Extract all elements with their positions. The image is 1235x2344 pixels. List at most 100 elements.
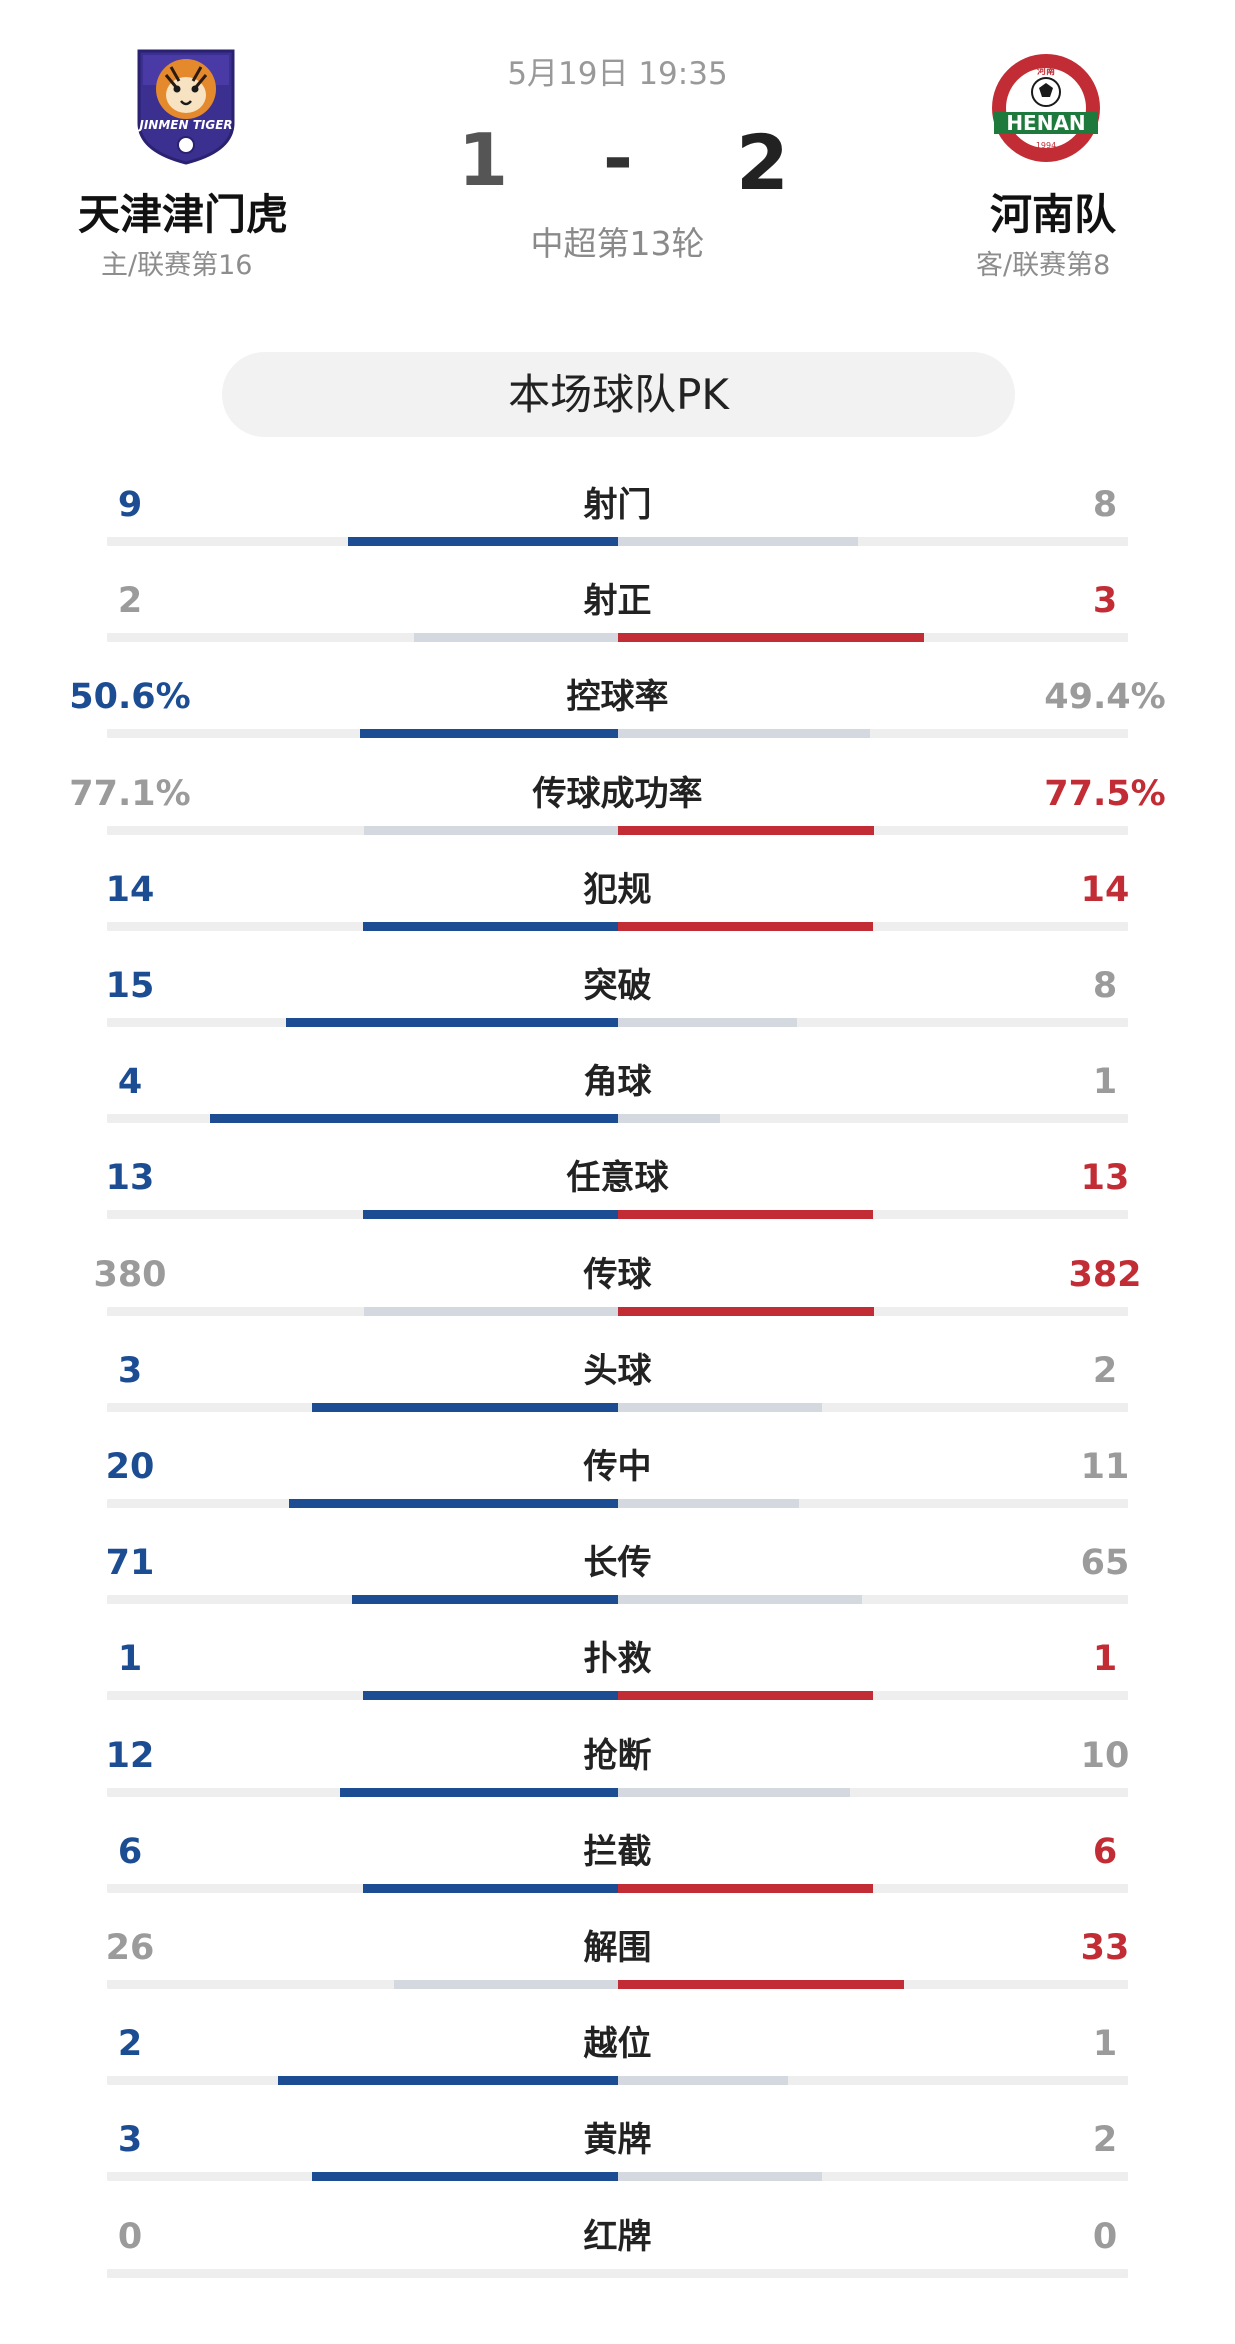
stat-row: 4 角球 1 <box>0 1060 1235 1156</box>
stat-label: 角球 <box>583 1062 652 1102</box>
stat-home-value: 20 <box>105 1447 155 1487</box>
stat-bar-home <box>364 826 618 835</box>
stat-away-value: 2 <box>1092 2120 1118 2160</box>
stat-label: 解围 <box>583 1928 652 1968</box>
stat-bar-home <box>394 1980 618 1989</box>
stat-home-value: 26 <box>105 1928 155 1968</box>
stat-bar-track <box>107 2076 1128 2085</box>
stat-bar-away <box>618 1403 822 1412</box>
stat-bar-away <box>618 1307 874 1316</box>
svg-text:JINMEN TIGER: JINMEN TIGER <box>137 118 232 132</box>
stat-bar-away <box>618 1788 850 1797</box>
stat-home-value: 77.1% <box>69 774 191 814</box>
stat-bar-away <box>618 2172 822 2181</box>
stat-away-value: 11 <box>1080 1447 1130 1487</box>
stat-home-value: 2 <box>117 2024 143 2064</box>
stat-label: 头球 <box>583 1351 652 1391</box>
score-separator: - <box>603 116 633 200</box>
home-score: 1 <box>458 118 509 202</box>
stat-bar-home <box>363 1691 618 1700</box>
stat-bar-track <box>107 1595 1128 1604</box>
stat-home-value: 14 <box>105 870 155 910</box>
stat-bar-track <box>107 1403 1128 1412</box>
match-date-time: 5月19日 19:35 <box>507 56 728 92</box>
stat-away-value: 6 <box>1092 1832 1118 1872</box>
stat-bar-home <box>340 1788 618 1797</box>
stat-home-value: 3 <box>117 1351 143 1391</box>
stat-bar-away <box>618 537 858 546</box>
stat-bar-track <box>107 537 1128 546</box>
stat-away-value: 0 <box>1092 2217 1118 2257</box>
stat-label: 黄牌 <box>583 2120 652 2160</box>
stat-bar-away <box>618 1884 873 1893</box>
stat-label: 拦截 <box>583 1832 652 1872</box>
stat-bar-home <box>363 1210 618 1219</box>
stat-row: 13 任意球 13 <box>0 1156 1235 1252</box>
stat-bar-track <box>107 1307 1128 1316</box>
stat-bar-track <box>107 1884 1128 1893</box>
stat-label: 传球成功率 <box>532 774 703 814</box>
stat-bar-away <box>618 1691 873 1700</box>
stat-bar-home <box>312 2172 618 2181</box>
stat-bar-home <box>363 1884 618 1893</box>
stat-home-value: 4 <box>117 1062 143 1102</box>
stat-bar-away <box>618 1114 720 1123</box>
stat-bar-track <box>107 1788 1128 1797</box>
stat-row: 12 抢断 10 <box>0 1734 1235 1830</box>
stat-bar-track <box>107 1499 1128 1508</box>
stat-away-value: 13 <box>1080 1158 1130 1198</box>
stat-row: 14 犯规 14 <box>0 868 1235 964</box>
stat-row: 2 越位 1 <box>0 2022 1235 2118</box>
away-team-standing: 客/联赛第8 <box>976 250 1111 281</box>
stat-bar-track <box>107 1114 1128 1123</box>
stat-bar-track <box>107 1980 1128 1989</box>
stat-row: 20 传中 11 <box>0 1445 1235 1541</box>
stat-bar-track <box>107 922 1128 931</box>
stat-away-value: 33 <box>1080 1928 1130 1968</box>
stat-label: 射正 <box>583 581 652 621</box>
stat-home-value: 50.6% <box>69 677 191 717</box>
stat-row: 2 射正 3 <box>0 579 1235 675</box>
svg-text:1994: 1994 <box>1036 141 1056 150</box>
stat-row: 77.1% 传球成功率 77.5% <box>0 772 1235 868</box>
home-team-standing: 主/联赛第16 <box>101 250 253 281</box>
stat-bar-away <box>618 633 924 642</box>
stat-home-value: 71 <box>105 1543 155 1583</box>
stat-row: 26 解围 33 <box>0 1926 1235 2022</box>
stat-home-value: 1 <box>117 1639 143 1679</box>
stat-row: 6 拦截 6 <box>0 1830 1235 1926</box>
stat-bar-track <box>107 826 1128 835</box>
stat-bar-home <box>364 1307 618 1316</box>
stat-home-value: 13 <box>105 1158 155 1198</box>
stat-bar-track <box>107 633 1128 642</box>
stat-bar-track <box>107 2269 1128 2278</box>
stat-label: 射门 <box>583 485 652 525</box>
stat-bar-home <box>414 633 618 642</box>
stat-away-value: 8 <box>1092 966 1118 1006</box>
stat-label: 突破 <box>583 966 652 1006</box>
stat-bar-home <box>289 1499 618 1508</box>
stat-label: 任意球 <box>566 1158 669 1198</box>
home-team-name: 天津津门虎 <box>78 190 289 239</box>
stat-label: 传中 <box>583 1447 652 1487</box>
stat-label: 长传 <box>583 1543 652 1583</box>
stat-bar-away <box>618 922 873 931</box>
stat-label: 传球 <box>583 1255 652 1295</box>
stat-row: 1 扑救 1 <box>0 1637 1235 1733</box>
stat-label: 扑救 <box>583 1639 652 1679</box>
stat-row: 15 突破 8 <box>0 964 1235 1060</box>
stat-home-value: 6 <box>117 1832 143 1872</box>
stat-label: 越位 <box>583 2024 652 2064</box>
stat-away-value: 77.5% <box>1044 774 1166 814</box>
match-round: 中超第13轮 <box>530 224 705 263</box>
stat-bar-away <box>618 1595 862 1604</box>
stat-away-value: 14 <box>1080 870 1130 910</box>
stat-row: 50.6% 控球率 49.4% <box>0 675 1235 771</box>
stat-row: 3 黄牌 2 <box>0 2118 1235 2214</box>
stat-away-value: 382 <box>1068 1255 1142 1295</box>
stat-bar-home <box>360 729 618 738</box>
home-team-logo: JINMEN TIGER <box>131 45 241 165</box>
away-team-logo: 河南 HENAN 1994 <box>990 52 1100 162</box>
stat-row: 9 射门 8 <box>0 483 1235 579</box>
stat-home-value: 380 <box>93 1255 167 1295</box>
